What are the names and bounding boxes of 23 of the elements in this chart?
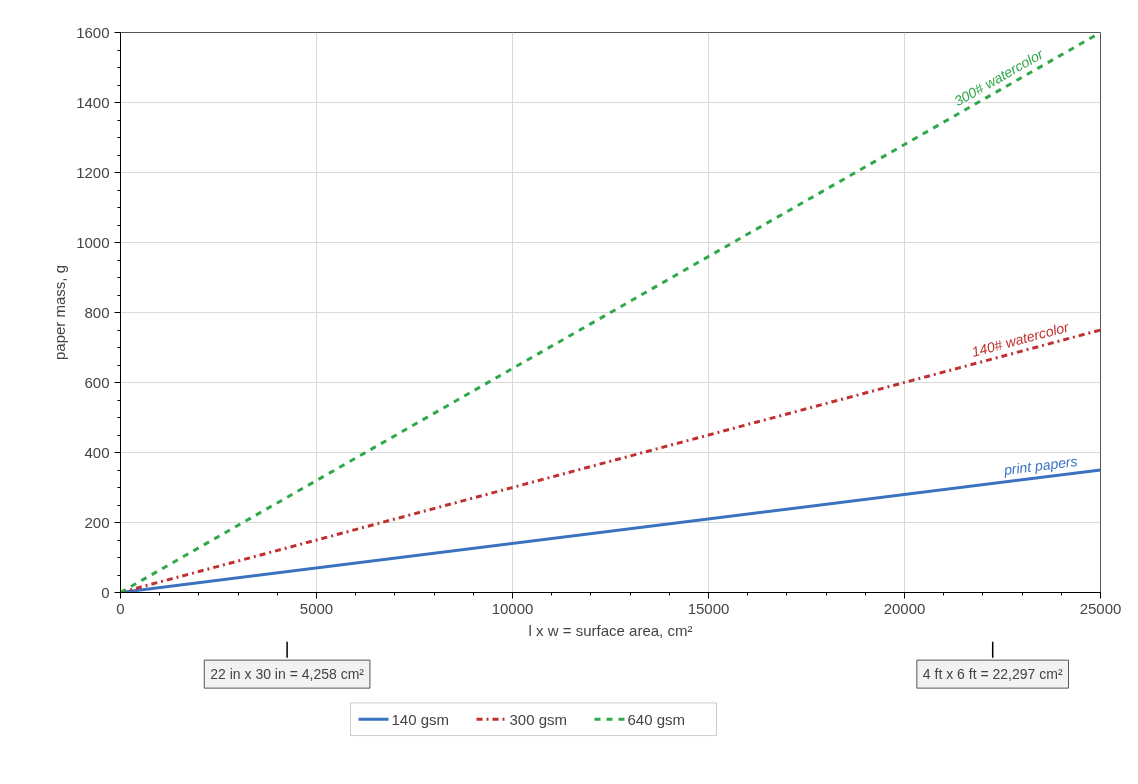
x-tick-label: 10000 [491, 599, 534, 617]
x-axis-title: l x w = surface area, cm² [528, 621, 693, 639]
x-tick-label: 0 [116, 599, 125, 617]
text: 4 ft x 6 ft = 22,297 cm² [922, 666, 1063, 683]
x-tick-label: 15000 [687, 599, 730, 617]
legend-label: 300 gsm [509, 710, 568, 728]
y-tick-label: 400 [84, 443, 110, 461]
x-tick-label: 25000 [1079, 599, 1122, 617]
x-tick-label: 5000 [299, 599, 334, 617]
y-tick-label: 1000 [76, 233, 110, 251]
legend-label: 640 gsm [627, 710, 686, 728]
y-tick-label: 0 [101, 583, 110, 601]
y-tick-label: 1200 [76, 163, 110, 181]
y-axis-title: paper mass, g [51, 264, 69, 361]
y-tick-label: 1600 [76, 23, 110, 41]
legend-label: 140 gsm [391, 710, 450, 728]
y-tick-label: 600 [84, 373, 110, 391]
text: 22 in x 30 in = 4,258 cm² [210, 666, 365, 683]
annotation: print papers [1002, 452, 1079, 479]
x-tick-label: 20000 [883, 599, 926, 617]
y-tick-label: 200 [84, 513, 110, 531]
y-tick-label: 1400 [76, 93, 110, 111]
y-tick-label: 800 [84, 303, 110, 321]
